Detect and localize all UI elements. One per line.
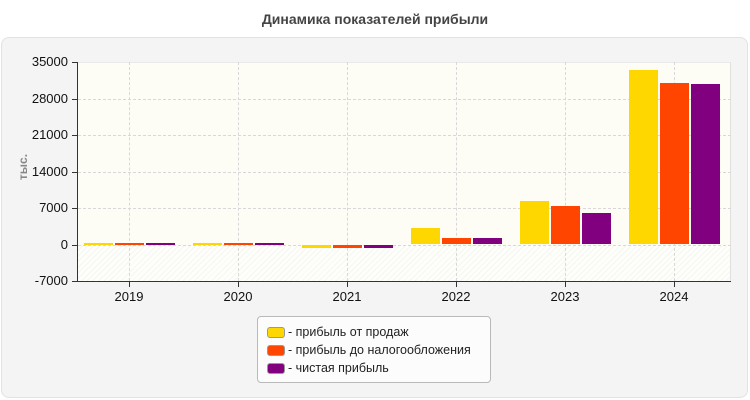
x-tick-label: 2022 — [441, 289, 471, 304]
gridline-vertical — [347, 62, 348, 281]
y-tick-label: 21000 — [31, 127, 68, 142]
gridline-vertical — [238, 62, 239, 281]
bar[interactable] — [192, 242, 222, 245]
bar[interactable] — [254, 242, 284, 245]
legend-swatch-icon — [267, 344, 285, 356]
legend-label: - прибыль до налогообложения — [288, 343, 471, 357]
legend-label: - чистая прибыль — [288, 361, 389, 375]
gridline-horizontal — [78, 245, 731, 246]
gridline-vertical — [129, 62, 130, 281]
legend-label: - прибыль от продаж — [288, 325, 409, 339]
plot-positive-region — [78, 63, 730, 246]
y-tick-label: 0 — [60, 237, 68, 252]
gridline-horizontal — [78, 172, 731, 173]
x-tick-label: 2021 — [332, 289, 362, 304]
y-tick-label: 14000 — [31, 164, 68, 179]
bar[interactable] — [472, 238, 502, 245]
legend-item-pretax-profit: - прибыль до налогообложения — [267, 342, 471, 358]
x-tick — [238, 282, 239, 287]
y-tick-label: 35000 — [31, 54, 68, 69]
x-tick — [565, 282, 566, 287]
gridline-horizontal — [78, 135, 731, 136]
bar[interactable] — [628, 70, 658, 245]
y-tick — [72, 62, 78, 63]
bar[interactable] — [659, 83, 689, 245]
bar[interactable] — [332, 244, 362, 249]
y-tick — [72, 172, 78, 173]
y-tick — [72, 208, 78, 209]
y-axis-title: тыс. — [16, 153, 30, 181]
gridline-horizontal — [78, 99, 731, 100]
bar[interactable] — [83, 242, 113, 245]
x-tick — [347, 282, 348, 287]
legend-item-net-profit: - чистая прибыль — [267, 360, 389, 376]
legend-item-sales-profit: - прибыль от продаж — [267, 324, 409, 340]
bar[interactable] — [581, 213, 611, 245]
y-tick-label: 7000 — [39, 200, 68, 215]
bar[interactable] — [363, 244, 393, 249]
x-axis — [77, 281, 731, 282]
x-tick-label: 2023 — [550, 289, 580, 304]
legend-swatch-icon — [267, 362, 285, 374]
x-tick — [456, 282, 457, 287]
x-tick — [129, 282, 130, 287]
y-tick — [72, 245, 78, 246]
bar[interactable] — [145, 242, 175, 245]
y-tick — [72, 99, 78, 100]
bar[interactable] — [410, 228, 440, 245]
chart-title: Динамика показателей прибыли — [261, 11, 489, 27]
gridline-vertical — [565, 62, 566, 281]
legend-swatch-icon — [267, 326, 285, 338]
bar[interactable] — [301, 244, 331, 249]
y-tick-label: 28000 — [31, 91, 68, 106]
bar[interactable] — [223, 242, 253, 245]
x-tick-label: 2020 — [223, 289, 253, 304]
plot-area — [78, 62, 731, 281]
legend: - прибыль от продаж - прибыль до налогоо… — [257, 316, 491, 383]
bar[interactable] — [550, 206, 580, 245]
bar[interactable] — [690, 84, 720, 245]
bar[interactable] — [114, 242, 144, 245]
y-tick-label: -7000 — [34, 273, 68, 288]
x-tick — [674, 282, 675, 287]
x-tick-label: 2019 — [114, 289, 144, 304]
y-tick — [72, 281, 78, 282]
gridline-horizontal — [78, 208, 731, 209]
x-tick-label: 2024 — [659, 289, 689, 304]
gridline-vertical — [456, 62, 457, 281]
bar[interactable] — [519, 201, 549, 245]
bar[interactable] — [441, 238, 471, 245]
y-tick — [72, 135, 78, 136]
